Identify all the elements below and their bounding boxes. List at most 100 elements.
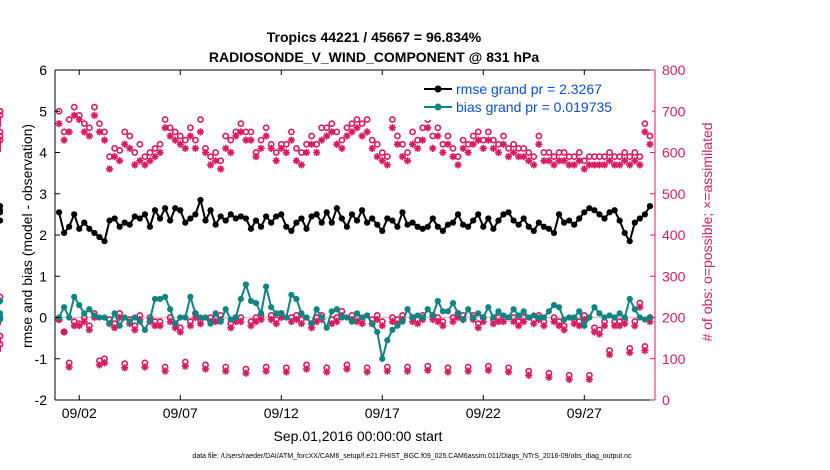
series-group bbox=[0, 103, 654, 383]
bias-point bbox=[283, 314, 290, 321]
obs-assimilated-point bbox=[605, 157, 614, 165]
obs-assimilated-point-stroke bbox=[611, 161, 618, 168]
y2-tick-label: 800 bbox=[662, 62, 686, 78]
obs-possible-point bbox=[186, 124, 194, 132]
obs-assimilated-low-point-stroke bbox=[555, 322, 563, 329]
y2-tick-label: 500 bbox=[662, 186, 686, 202]
obs-assimilated-point-stroke bbox=[111, 153, 118, 160]
obs-possible-point bbox=[287, 128, 295, 136]
obs-assimilated-point bbox=[363, 128, 371, 136]
obs-assimilated-point bbox=[575, 157, 583, 165]
bias-point bbox=[111, 310, 118, 317]
obs-assimilated-point-stroke bbox=[343, 132, 351, 140]
obs-assimilated-point bbox=[398, 153, 407, 161]
obs-assimilated-low-point-stroke bbox=[545, 374, 553, 381]
obs-assimilated-low-point bbox=[141, 363, 149, 371]
bias-point bbox=[414, 312, 421, 319]
obs-assimilated-point-stroke bbox=[222, 145, 229, 152]
bias-point bbox=[71, 293, 78, 300]
obs-assimilated-low-point-stroke bbox=[343, 365, 351, 373]
obs-assimilated-point-stroke bbox=[55, 120, 63, 127]
obs-assimilated-point-stroke bbox=[162, 124, 169, 131]
obs-assimilated-point-stroke bbox=[91, 112, 98, 119]
obs-possible-point bbox=[474, 128, 482, 136]
obs-assimilated-point-stroke bbox=[348, 128, 356, 135]
obs-assimilated-low-point bbox=[181, 362, 189, 370]
obs-assimilated-point bbox=[232, 132, 240, 140]
rmse-point bbox=[192, 211, 199, 218]
obs-assimilated-low-point bbox=[555, 322, 563, 330]
y-tick-label: 6 bbox=[39, 62, 47, 78]
obs-assimilated-point-stroke bbox=[576, 157, 583, 164]
obs-assimilated-low-point bbox=[545, 373, 553, 381]
obs-possible-point bbox=[601, 153, 608, 161]
obs-assimilated-point-stroke bbox=[434, 132, 441, 140]
obs-assimilated-point-stroke bbox=[475, 137, 482, 144]
obs-assimilated-point-stroke bbox=[323, 132, 330, 140]
obs-assimilated-point-stroke bbox=[217, 165, 224, 173]
obs-assimilated-point-stroke bbox=[207, 161, 214, 168]
obs-assimilated-point bbox=[85, 132, 93, 140]
obs-assimilated-point-stroke bbox=[566, 161, 573, 168]
rmse-point bbox=[202, 217, 209, 224]
obs-assimilated-point-stroke bbox=[202, 149, 209, 156]
bias-point bbox=[560, 316, 568, 323]
obs-assimilated-point-stroke bbox=[465, 149, 472, 156]
obs-possible-point bbox=[161, 116, 169, 123]
rmse-point bbox=[404, 221, 411, 228]
obs-assimilated-point bbox=[161, 124, 169, 132]
obs-assimilated-point bbox=[217, 165, 225, 173]
obs-assimilated-point bbox=[570, 161, 578, 169]
y-tick-label: 2 bbox=[39, 227, 47, 243]
obs-assimilated-point-stroke bbox=[177, 141, 184, 148]
obs-assimilated-point bbox=[318, 136, 326, 144]
obs-assimilated-low-point-stroke bbox=[162, 368, 169, 375]
obs-assimilated-point-stroke bbox=[631, 157, 638, 164]
bias-point bbox=[369, 320, 376, 327]
obs-assimilated-point bbox=[95, 128, 104, 136]
obs-assimilated-point bbox=[171, 136, 179, 144]
obs-assimilated-point bbox=[166, 132, 174, 140]
rmse-point bbox=[454, 211, 462, 218]
obs-possible-point bbox=[641, 120, 649, 128]
rmse-point bbox=[232, 215, 239, 222]
y-axis-label: rmse and bias (model - observation) bbox=[19, 124, 35, 348]
rmse-point bbox=[0, 203, 4, 210]
obs-assimilated-low-point bbox=[156, 322, 164, 330]
obs-possible-point bbox=[222, 132, 230, 140]
obs-assimilated-point bbox=[474, 136, 482, 144]
bias-point bbox=[242, 281, 250, 288]
rmse-point bbox=[0, 217, 4, 224]
obs-possible-point bbox=[282, 140, 290, 148]
bias-point bbox=[76, 302, 83, 309]
bias-point bbox=[459, 316, 467, 323]
obs-assimilated-point-stroke bbox=[545, 157, 553, 164]
x-tick-label: 09/27 bbox=[567, 405, 602, 421]
rmse-point bbox=[444, 221, 452, 228]
obs-assimilated-low-point bbox=[595, 330, 604, 338]
bias-point bbox=[571, 314, 578, 321]
obs-assimilated-point-stroke bbox=[555, 157, 563, 164]
obs-assimilated-point-stroke bbox=[606, 157, 613, 164]
obs-assimilated-point-stroke bbox=[187, 132, 194, 140]
obs-assimilated-low-point-stroke bbox=[550, 318, 558, 325]
obs-assimilated-point bbox=[307, 140, 316, 148]
obs-assimilated-point bbox=[419, 136, 427, 144]
obs-assimilated-low-point bbox=[333, 318, 341, 326]
obs-assimilated-low-point-stroke bbox=[505, 368, 512, 376]
obs-assimilated-point bbox=[646, 140, 654, 148]
y2-tick-label: 400 bbox=[662, 227, 686, 243]
obs-assimilated-point bbox=[540, 157, 548, 165]
obs-assimilated-point-stroke bbox=[278, 145, 285, 152]
bias-point bbox=[444, 308, 452, 315]
obs-assimilated-point bbox=[550, 161, 558, 169]
obs-assimilated-point-stroke bbox=[288, 137, 295, 144]
y-tick-label: 5 bbox=[39, 103, 47, 119]
obs-assimilated-low-point bbox=[474, 324, 482, 332]
bias-point bbox=[227, 316, 234, 323]
bias-point bbox=[379, 355, 386, 362]
bias-point bbox=[384, 337, 391, 344]
obs-assimilated-low-point-stroke bbox=[530, 320, 537, 327]
obs-assimilated-point-stroke bbox=[131, 161, 138, 168]
obs-assimilated-low-point bbox=[196, 320, 205, 328]
